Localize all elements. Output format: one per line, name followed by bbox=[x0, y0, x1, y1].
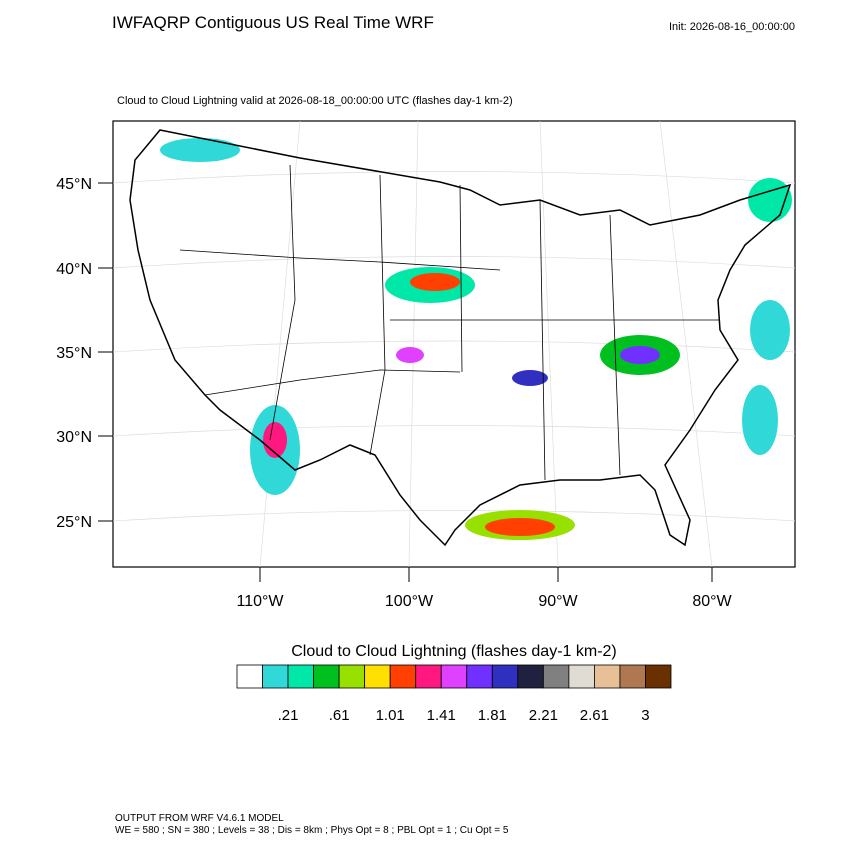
color-swatch bbox=[466, 664, 493, 689]
title: IWFAQRP Contiguous US Real Time WRF bbox=[112, 13, 434, 32]
lon-label: 110°W bbox=[236, 593, 284, 610]
color-swatch bbox=[364, 664, 391, 689]
color-swatch bbox=[542, 664, 570, 689]
map-subtitle: Cloud to Cloud Lightning valid at 2026-0… bbox=[117, 95, 513, 107]
color-swatch bbox=[619, 664, 646, 689]
colorbar-label: .21 bbox=[278, 707, 299, 724]
map bbox=[112, 120, 796, 568]
colorbar-label: 2.61 bbox=[580, 707, 609, 724]
color-swatch bbox=[440, 664, 468, 689]
color-swatch bbox=[415, 664, 442, 689]
colorbar-label: 1.41 bbox=[427, 707, 456, 724]
lon-label: 100°W bbox=[385, 593, 434, 610]
color-swatch bbox=[287, 664, 314, 689]
us-outline bbox=[129, 129, 792, 547]
colorbar-label: 1.01 bbox=[376, 707, 405, 724]
lat-label: 45°N bbox=[56, 176, 92, 193]
map-frame bbox=[112, 120, 796, 568]
color-swatch bbox=[491, 664, 519, 689]
colorbar-title: Cloud to Cloud Lightning (flashes day-1 … bbox=[291, 643, 617, 660]
lon-labels: 110°W 100°W 90°W 80°W bbox=[236, 567, 733, 610]
color-swatch bbox=[338, 664, 366, 689]
lat-label: 35°N bbox=[56, 345, 92, 362]
lat-label: 30°N bbox=[56, 429, 92, 446]
color-swatch bbox=[568, 664, 595, 689]
graticule bbox=[112, 120, 796, 568]
lat-label: 25°N bbox=[56, 514, 92, 531]
lat-label: 40°N bbox=[56, 261, 92, 278]
colorbar-label: .61 bbox=[329, 707, 350, 724]
colorbar-label: 1.81 bbox=[478, 707, 507, 724]
lon-label: 90°W bbox=[538, 593, 578, 610]
colorbar-label: 2.21 bbox=[529, 707, 558, 724]
lon-label: 80°W bbox=[692, 593, 732, 610]
color-swatch bbox=[517, 664, 544, 689]
color-swatch bbox=[262, 664, 289, 689]
color-swatch bbox=[594, 664, 621, 689]
init-time: Init: 2026-08-16_00:00:00 bbox=[669, 21, 795, 33]
color-swatch bbox=[389, 664, 417, 689]
color-swatch bbox=[645, 664, 672, 689]
footer-line: OUTPUT FROM WRF V4.6.1 MODEL bbox=[115, 813, 284, 824]
colorbar: .21 .61 1.01 1.41 1.81 2.21 2.61 3 bbox=[236, 664, 672, 724]
state-borders bbox=[179, 164, 720, 481]
lat-labels: 45°N 40°N 35°N 30°N 25°N bbox=[56, 176, 113, 531]
color-swatch bbox=[313, 664, 340, 689]
lightning-areas bbox=[160, 138, 792, 540]
color-swatch bbox=[236, 664, 263, 689]
footer-line: WE = 580 ; SN = 380 ; Levels = 38 ; Dis … bbox=[115, 825, 509, 836]
colorbar-label: 3 bbox=[641, 707, 649, 724]
